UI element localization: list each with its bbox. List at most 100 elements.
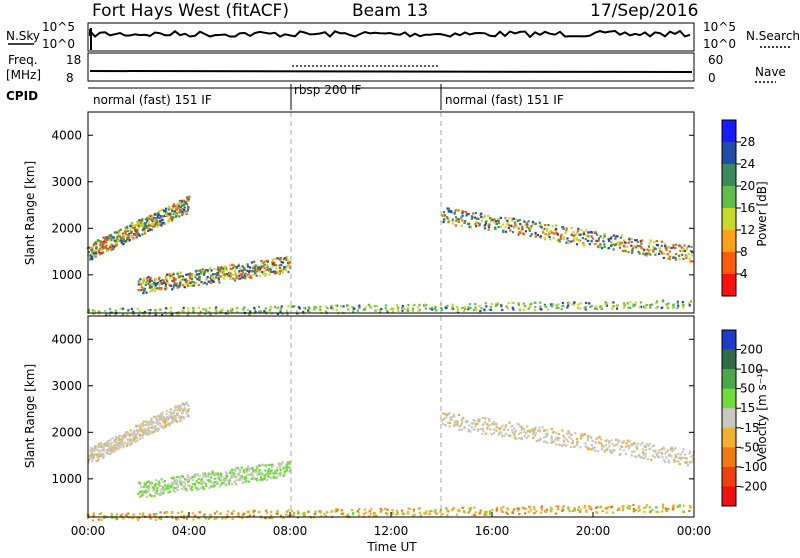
echo-cell bbox=[662, 459, 665, 462]
echo-cell bbox=[187, 484, 190, 487]
echo-cell bbox=[106, 443, 110, 447]
echo-cell bbox=[572, 239, 575, 242]
echo-cell bbox=[279, 256, 283, 260]
echo-cell bbox=[114, 435, 117, 439]
echo-cell bbox=[491, 423, 494, 426]
echo-cell bbox=[151, 214, 155, 217]
echo-cell bbox=[508, 224, 511, 227]
echo-cell bbox=[198, 511, 202, 514]
echo-cell bbox=[544, 510, 547, 514]
echo-cell bbox=[243, 306, 246, 309]
echo-cell bbox=[209, 313, 212, 316]
echo-cell bbox=[103, 239, 106, 242]
echo-cell bbox=[114, 438, 118, 441]
echo-cell bbox=[454, 224, 458, 227]
echo-cell bbox=[507, 508, 510, 511]
echo-cell bbox=[657, 252, 661, 255]
echo-cell bbox=[150, 283, 154, 286]
echo-cell bbox=[155, 479, 158, 482]
echo-cell bbox=[672, 504, 675, 507]
echo-cell bbox=[678, 258, 681, 261]
echo-cell bbox=[647, 444, 650, 447]
echo-cell bbox=[272, 264, 275, 267]
echo-cell bbox=[455, 306, 459, 309]
echo-cell bbox=[160, 287, 163, 290]
echo-cell bbox=[141, 224, 144, 227]
echo-cell bbox=[447, 210, 450, 213]
echo-cell bbox=[162, 279, 166, 282]
noise-left-label: N.Sky bbox=[6, 29, 40, 43]
echo-cell bbox=[105, 235, 108, 239]
echo-cell bbox=[229, 275, 232, 278]
echo-cell bbox=[257, 470, 260, 473]
echo-cell bbox=[616, 304, 620, 307]
echo-cell bbox=[547, 234, 550, 237]
echo-cell bbox=[662, 503, 665, 506]
colorbar-swatch bbox=[722, 120, 736, 143]
echo-cell bbox=[599, 506, 602, 509]
echo-cell bbox=[181, 416, 184, 419]
echo-cell bbox=[87, 514, 90, 517]
echo-cell bbox=[642, 453, 645, 456]
echo-cell bbox=[172, 286, 175, 289]
echo-cell bbox=[630, 454, 633, 457]
echo-cell bbox=[664, 452, 667, 455]
echo-cell bbox=[661, 456, 664, 459]
echo-cell bbox=[513, 508, 516, 511]
echo-cell bbox=[173, 205, 176, 208]
echo-cell bbox=[193, 483, 197, 487]
echo-cell bbox=[104, 237, 108, 240]
echo-cell bbox=[209, 513, 212, 517]
echo-cell bbox=[277, 462, 281, 465]
echo-cell bbox=[593, 446, 596, 449]
echo-cell bbox=[234, 470, 237, 473]
echo-cell bbox=[221, 269, 224, 272]
echo-cell bbox=[557, 238, 560, 242]
echo-cell bbox=[615, 307, 619, 310]
echo-cell bbox=[589, 436, 593, 440]
echo-cell bbox=[523, 428, 526, 431]
echo-cell bbox=[212, 280, 215, 283]
echo-cell bbox=[456, 420, 459, 423]
echo-cell bbox=[226, 513, 229, 516]
echo-cell bbox=[258, 310, 261, 313]
echo-cell bbox=[653, 241, 656, 244]
echo-cell bbox=[178, 415, 181, 418]
echo-cell bbox=[468, 424, 471, 427]
echo-cell bbox=[347, 307, 350, 310]
echo-cell bbox=[170, 412, 173, 415]
echo-cell bbox=[567, 430, 570, 433]
echo-cell bbox=[526, 226, 529, 229]
echo-cell bbox=[668, 255, 672, 258]
echo-cell bbox=[370, 508, 373, 511]
echo-cell bbox=[92, 309, 95, 312]
echo-cell bbox=[182, 475, 185, 478]
echo-cell bbox=[173, 280, 176, 283]
echo-cell bbox=[146, 432, 149, 435]
echo-cell bbox=[593, 307, 597, 310]
echo-cell bbox=[269, 268, 272, 272]
echo-cell bbox=[176, 413, 179, 417]
echo-cell bbox=[138, 234, 141, 237]
echo-cell bbox=[175, 211, 178, 214]
echo-cell bbox=[520, 436, 523, 439]
echo-cell bbox=[477, 418, 480, 421]
echo-cell bbox=[283, 267, 286, 270]
echo-cell bbox=[636, 244, 639, 247]
echo-cell bbox=[373, 305, 376, 308]
echo-cell bbox=[151, 420, 154, 423]
echo-cell bbox=[544, 233, 547, 236]
echo-cell bbox=[671, 449, 674, 452]
echo-cell bbox=[165, 313, 168, 316]
echo-cell bbox=[678, 462, 681, 466]
echo-cell bbox=[167, 220, 170, 223]
echo-cell bbox=[240, 475, 243, 478]
echo-cell bbox=[285, 309, 289, 313]
echo-cell bbox=[119, 514, 123, 517]
echo-cell bbox=[139, 433, 142, 437]
echo-cell bbox=[555, 227, 558, 231]
echo-cell bbox=[579, 302, 582, 305]
echo-cell bbox=[116, 448, 119, 451]
echo-cell bbox=[182, 514, 186, 517]
echo-cell bbox=[171, 288, 174, 291]
